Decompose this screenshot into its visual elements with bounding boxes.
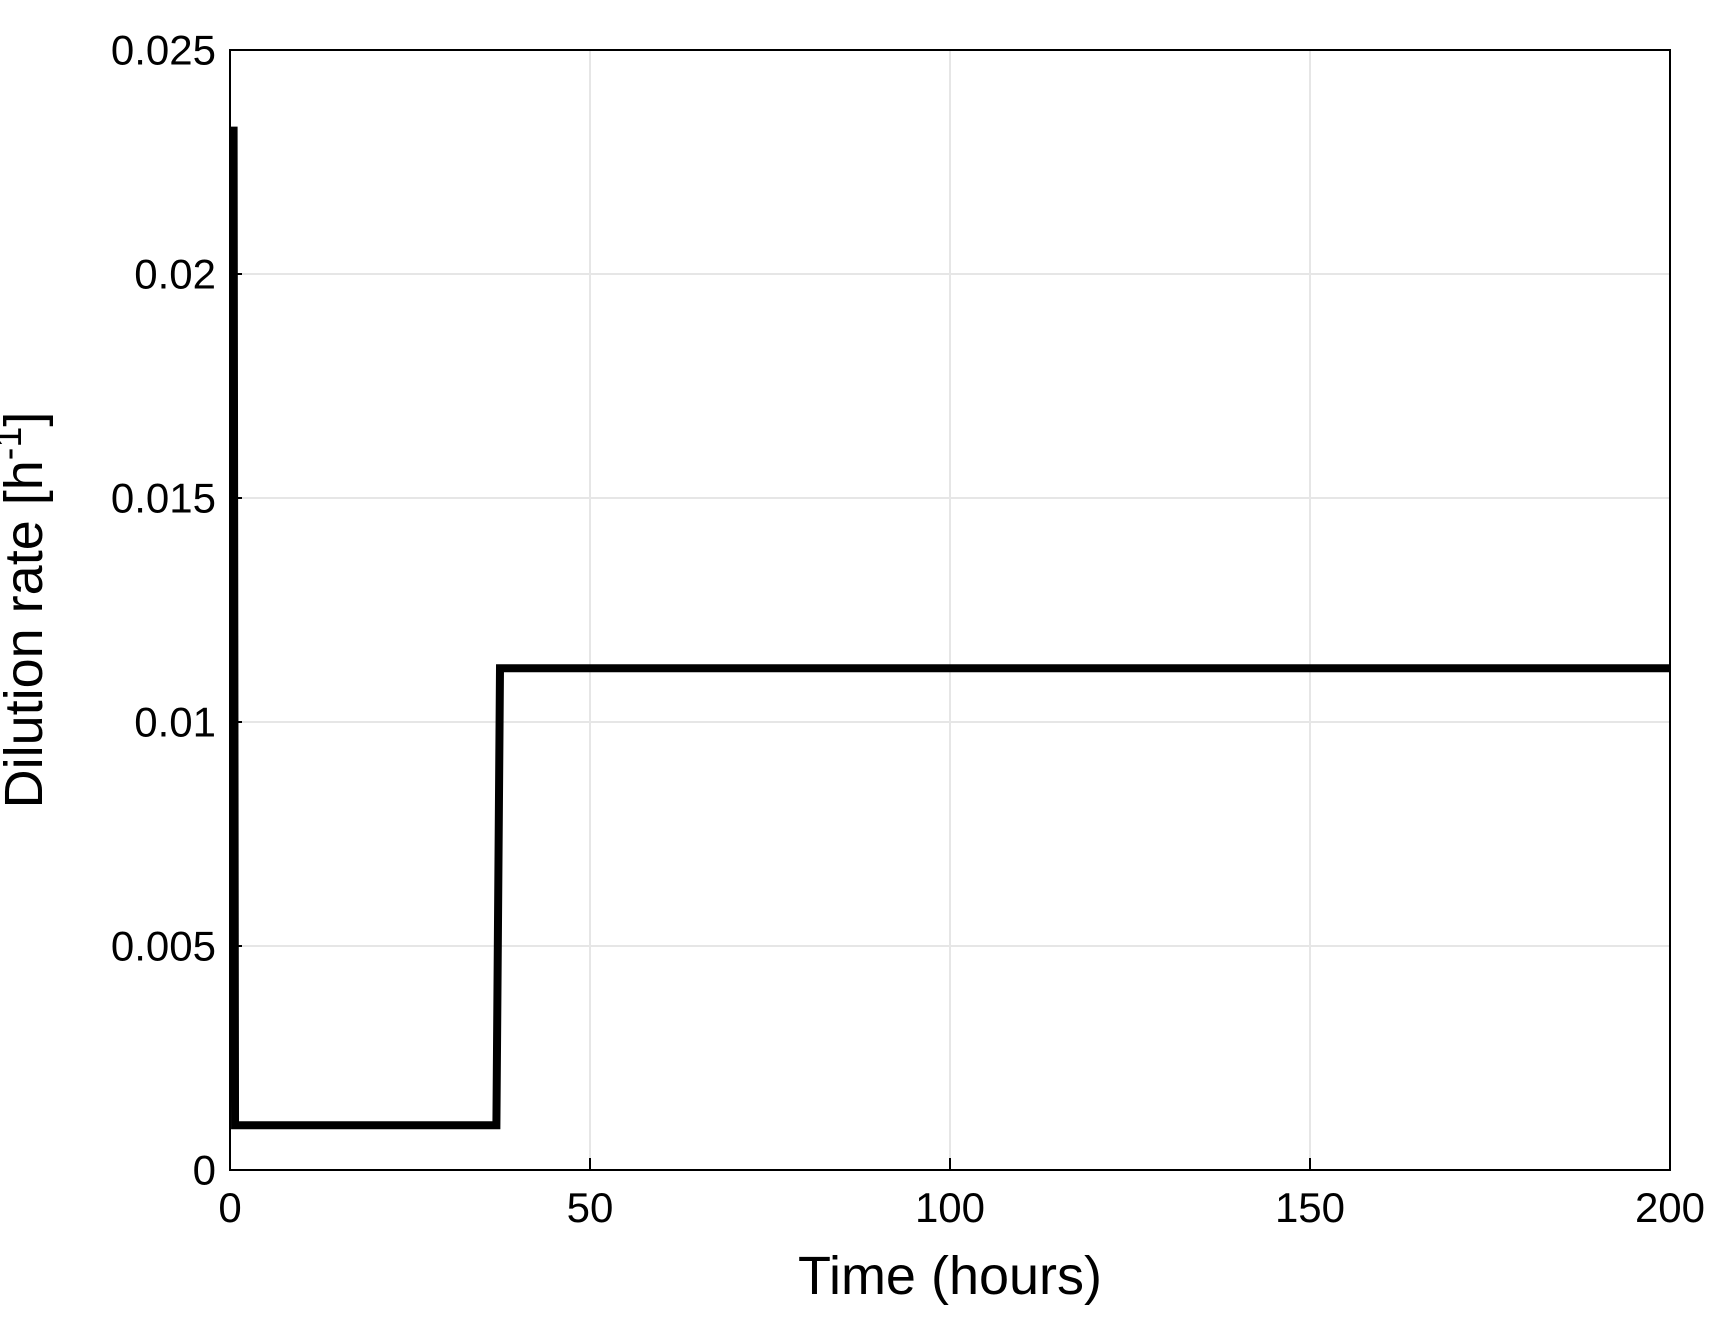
y-axis-label: Dilution rate [h-1] — [0, 412, 54, 809]
x-tick-label: 50 — [567, 1184, 614, 1231]
y-tick-label: 0.01 — [134, 699, 216, 746]
y-tick-label: 0 — [193, 1147, 216, 1194]
chart-container: 0 50 100 150 200 0 0.005 0.01 0.015 0.02 0.025 Time… — [0, 0, 1732, 1339]
x-tick-label: 100 — [915, 1184, 985, 1231]
y-tick-label: 0.005 — [111, 923, 216, 970]
x-tick-label: 0 — [218, 1184, 241, 1231]
line-chart: 0 50 100 150 200 0 0.005 0.01 0.015 0.02 0.025 Time… — [0, 0, 1732, 1339]
x-axis-label: Time (hours) — [798, 1246, 1102, 1306]
x-tick-label: 200 — [1635, 1184, 1705, 1231]
y-tick-label: 0.025 — [111, 27, 216, 74]
y-tick-label: 0.015 — [111, 475, 216, 522]
y-tick-label: 0.02 — [134, 251, 216, 298]
x-tick-label: 150 — [1275, 1184, 1345, 1231]
